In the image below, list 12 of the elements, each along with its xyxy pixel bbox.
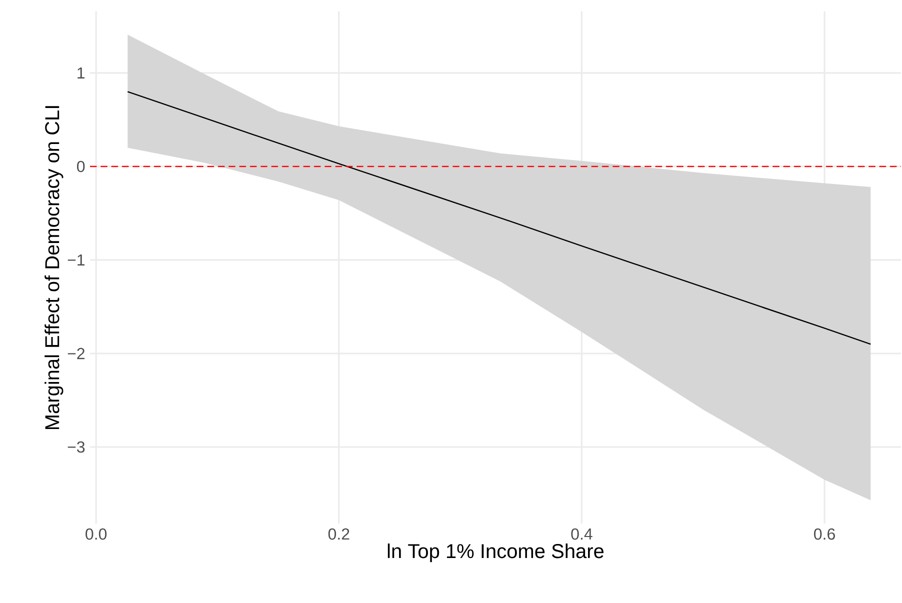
y-tick-label: −2 [68, 348, 84, 360]
y-tick-label: −1 [68, 254, 85, 266]
x-tick-label: 0.2 [328, 528, 350, 540]
y-tick-label: 1 [78, 67, 85, 78]
x-tick-label: 0.4 [571, 528, 592, 540]
x-tick-label: 0.0 [86, 528, 107, 540]
line-series [127, 91, 872, 345]
x-axis-title: ln Top 1% Income Share [388, 544, 604, 562]
y-axis-title: Marginal Effect of Democracy on CLI [44, 106, 64, 430]
y-tick-label: −3 [68, 441, 85, 453]
x-tick-label: 0.6 [814, 528, 835, 540]
y-tick-label: 0 [77, 160, 85, 172]
